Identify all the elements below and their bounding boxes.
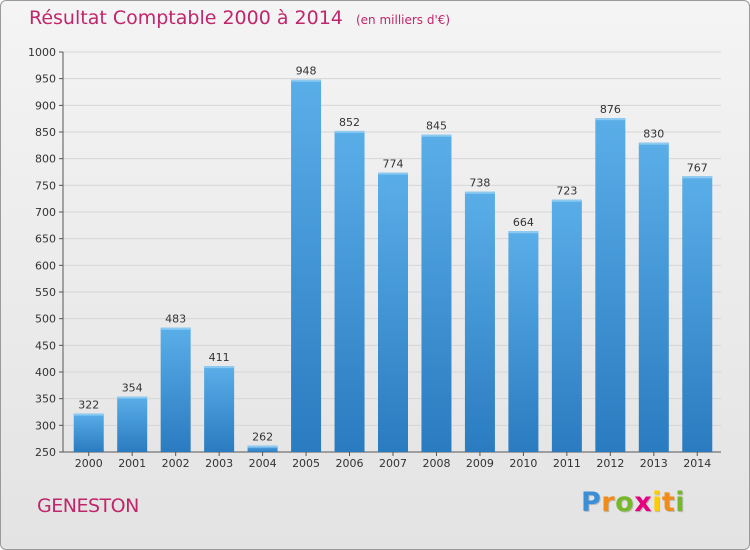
x-tick-label: 2013 — [640, 457, 668, 470]
bar-value-label: 845 — [426, 120, 447, 133]
bar-highlight — [464, 191, 495, 194]
bar-highlight — [638, 142, 669, 145]
bar-2009 — [464, 191, 495, 452]
bar-highlight — [551, 199, 582, 202]
y-tick-label: 750 — [35, 179, 56, 192]
bar-2014 — [682, 176, 713, 452]
bar-2004 — [247, 445, 278, 452]
y-tick-label: 700 — [35, 206, 56, 219]
bar-2007 — [378, 172, 408, 453]
x-tick-label: 2005 — [292, 457, 320, 470]
bar-highlight — [291, 79, 322, 82]
bar-value-label: 411 — [209, 351, 230, 364]
chart-title: Résultat Comptable 2000 à 2014 (en milli… — [29, 7, 450, 29]
y-tick-label: 550 — [35, 286, 56, 299]
y-tick-label: 1000 — [28, 46, 56, 59]
y-tick-label: 950 — [35, 73, 56, 86]
bar-2010 — [508, 231, 539, 452]
bar-highlight — [508, 231, 539, 234]
x-tick-label: 2011 — [553, 457, 581, 470]
bar-highlight — [595, 118, 626, 121]
bar-2000 — [73, 413, 104, 452]
y-tick-label: 250 — [35, 446, 56, 459]
x-tick-label: 2006 — [336, 457, 364, 470]
title-main: Résultat Comptable 2000 à 2014 — [29, 7, 343, 29]
y-tick-label: 650 — [35, 233, 56, 246]
x-tick-label: 2007 — [379, 457, 407, 470]
bar-2012 — [595, 118, 626, 452]
x-tick-label: 2010 — [509, 457, 537, 470]
x-tick-label: 2004 — [249, 457, 277, 470]
y-tick-label: 900 — [35, 99, 56, 112]
bar-highlight — [378, 172, 408, 175]
bar-value-label: 830 — [643, 128, 664, 141]
bar-highlight — [204, 366, 235, 369]
bar-2005 — [291, 79, 322, 452]
bar-highlight — [682, 176, 713, 179]
proxiti-logo: Proxiti — [581, 487, 686, 518]
bar-value-label: 322 — [78, 399, 99, 412]
title-unit: (en milliers d'€) — [355, 13, 451, 27]
y-tick-label: 800 — [35, 153, 56, 166]
y-tick-label: 450 — [35, 339, 56, 352]
bar-2003 — [204, 366, 235, 452]
x-tick-label: 2008 — [422, 457, 450, 470]
bar-value-label: 852 — [339, 116, 360, 129]
x-tick-label: 2002 — [162, 457, 190, 470]
y-tick-label: 400 — [35, 366, 56, 379]
bar-2002 — [160, 327, 191, 452]
bar-value-label: 774 — [383, 158, 404, 171]
y-tick-label: 350 — [35, 393, 56, 406]
y-tick-label: 600 — [35, 259, 56, 272]
bar-value-label: 767 — [687, 161, 708, 174]
bar-value-label: 483 — [165, 313, 186, 326]
bar-value-label: 876 — [600, 103, 621, 116]
bar-2008 — [421, 134, 452, 452]
y-tick-label: 850 — [35, 126, 56, 139]
bar-value-label: 354 — [122, 382, 143, 395]
bar-2013 — [638, 142, 669, 452]
x-tick-label: 2012 — [596, 457, 624, 470]
bar-value-label: 664 — [513, 216, 534, 229]
bar-2006 — [334, 130, 365, 452]
bar-highlight — [247, 445, 278, 448]
bar-2001 — [117, 396, 148, 452]
bar-value-label: 948 — [296, 65, 317, 78]
bar-highlight — [160, 327, 191, 330]
y-tick-label: 500 — [35, 313, 56, 326]
bar-highlight — [334, 130, 365, 133]
x-tick-label: 2000 — [75, 457, 103, 470]
bar-value-label: 723 — [556, 185, 577, 198]
bar-value-label: 738 — [469, 177, 490, 190]
bar-highlight — [117, 396, 148, 399]
bar-highlight — [73, 413, 104, 416]
x-tick-label: 2014 — [683, 457, 711, 470]
x-tick-label: 2003 — [205, 457, 233, 470]
bar-value-label: 262 — [252, 431, 273, 444]
y-tick-label: 300 — [35, 419, 56, 432]
bar-2011 — [551, 199, 582, 452]
commune-name: GENESTON — [37, 495, 139, 517]
x-tick-label: 2001 — [118, 457, 146, 470]
bar-highlight — [421, 134, 452, 137]
x-tick-label: 2009 — [466, 457, 494, 470]
